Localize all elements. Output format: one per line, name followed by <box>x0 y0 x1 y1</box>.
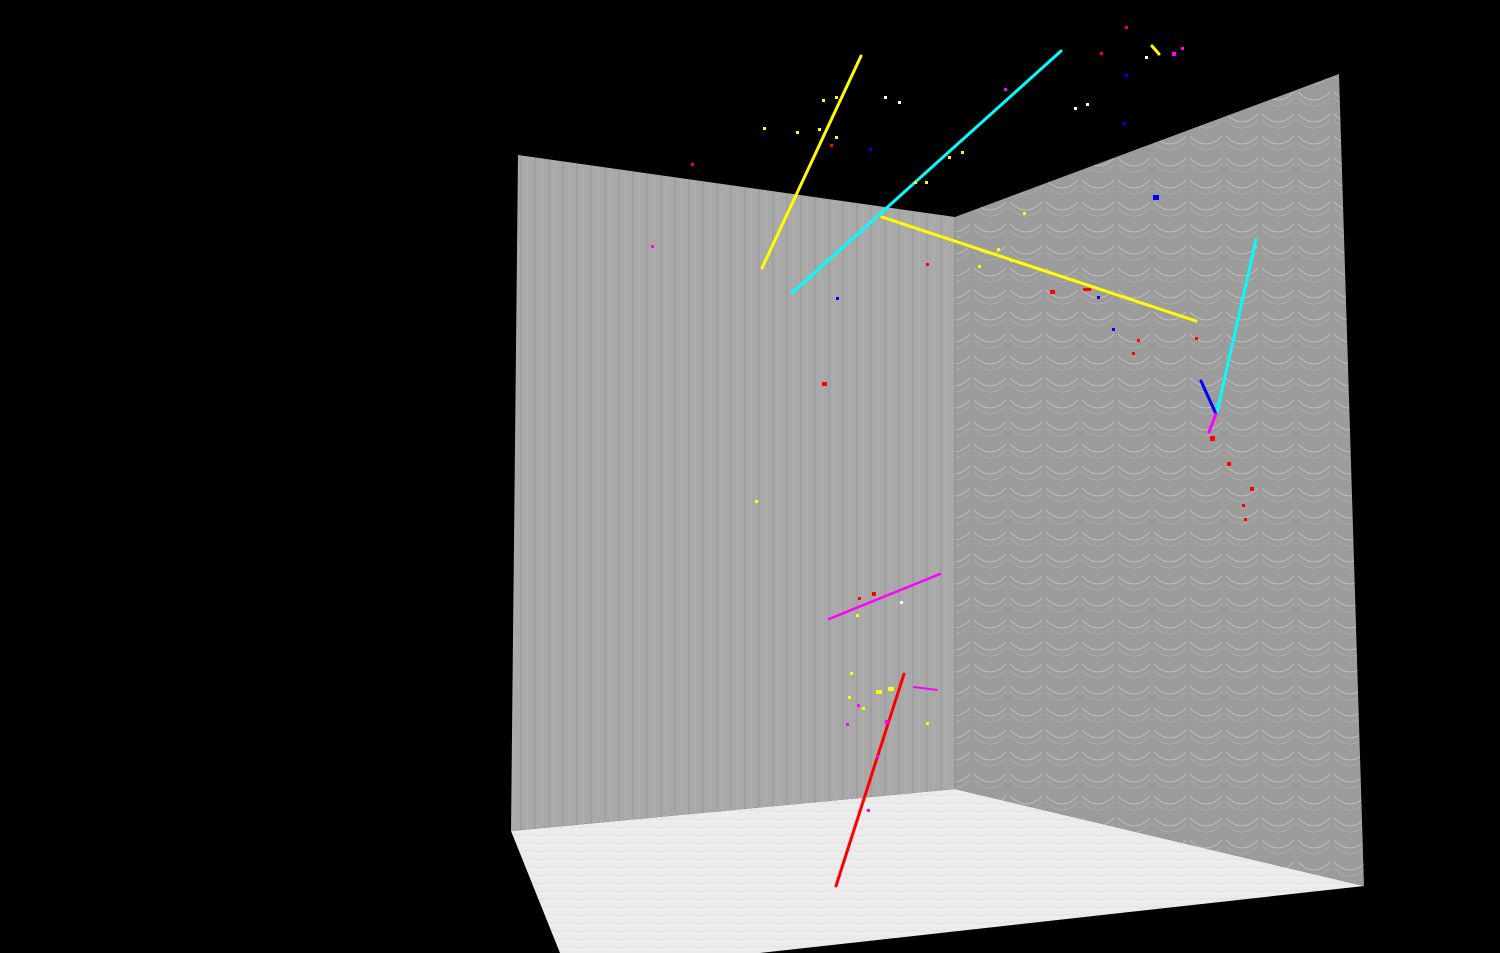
hit-points <box>651 26 1254 812</box>
track-red-1 <box>834 672 906 888</box>
particle-tracks <box>760 44 1258 888</box>
track-magenta-3 <box>913 686 938 691</box>
track-cyan-1 <box>790 49 1063 295</box>
track-magenta-1 <box>1207 412 1218 434</box>
track-blue-1 <box>1199 379 1218 416</box>
track-yellow-3 <box>1150 44 1161 56</box>
floor-plane <box>511 789 1364 953</box>
track-yellow-2 <box>880 215 1198 323</box>
track-magenta-2 <box>827 572 942 621</box>
right-wall-plane <box>955 74 1364 886</box>
track-cyan-2 <box>1215 238 1258 414</box>
track-yellow-1 <box>760 54 863 270</box>
left-wall-plane <box>511 155 955 831</box>
